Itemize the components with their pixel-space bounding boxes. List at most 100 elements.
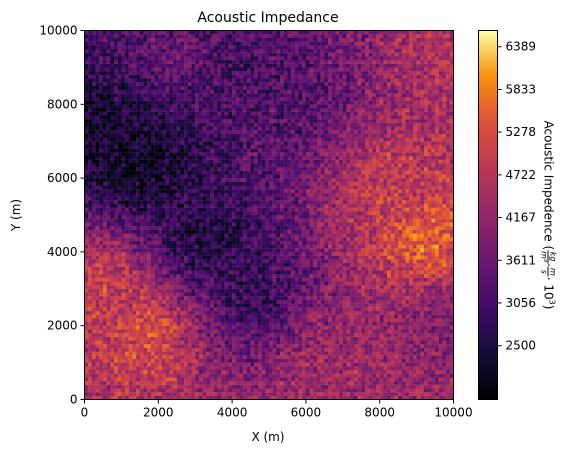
heatmap-cell [361,318,366,323]
heatmap-cell [147,344,152,348]
heatmap-cell [176,299,181,304]
heatmap-cell [161,347,166,352]
heatmap-cell [438,336,443,341]
heatmap-cell [353,262,358,267]
heatmap-cell [176,262,181,267]
heatmap-cell [313,237,318,241]
heatmap-cell [184,381,188,385]
heatmap-cell [412,251,417,256]
heatmap-cell [357,266,362,271]
heatmap-cell [442,233,447,238]
heatmap-cell [125,262,129,267]
heatmap-cell [265,358,270,363]
heatmap-cell [150,333,155,337]
heatmap-cell [99,377,104,382]
heatmap-cell [176,251,181,256]
heatmap-cell [446,259,450,264]
heatmap-cell [239,262,244,267]
heatmap-cell [379,233,384,238]
heatmap-cell [416,237,421,241]
heatmap-cell [420,314,425,319]
heatmap-cell [353,292,358,297]
heatmap-cell [176,281,181,286]
heatmap-cell [379,274,384,278]
heatmap-cell [320,392,325,396]
heatmap-cell [243,218,248,223]
heatmap-cell [291,351,295,356]
heatmap-cell [143,355,148,360]
heatmap-cell [272,381,277,385]
heatmap-cell [143,233,148,238]
heatmap-cell [235,270,240,275]
heatmap-cell [405,373,410,378]
heatmap-cell [309,292,314,297]
heatmap-cell [257,307,262,312]
heatmap-cell [246,388,251,393]
heatmap-cell [324,355,329,360]
heatmap-cell [298,229,303,234]
heatmap-cell [95,270,100,275]
heatmap-cell [361,277,366,282]
heatmap-cell [320,381,325,385]
heatmap-cell [435,285,439,289]
heatmap-cell [165,259,170,264]
heatmap-cell [442,299,447,304]
heatmap-cell [328,388,332,393]
heatmap-cell [143,373,148,378]
heatmap-cell [401,285,406,289]
heatmap-cell [143,251,148,256]
heatmap-cell [243,255,248,260]
heatmap-cell [427,369,432,374]
heatmap-cell [246,325,251,330]
heatmap-cell [261,381,266,385]
heatmap-cell [195,347,200,352]
heatmap-cell [287,262,292,267]
heatmap-cell [213,329,218,334]
heatmap-cell [191,388,196,393]
heatmap-cell [217,222,222,227]
heatmap-cell [416,226,421,230]
heatmap-cell [364,388,369,393]
heatmap-cell [257,381,262,385]
heatmap-cell [84,218,89,223]
heatmap-cell [335,226,340,230]
heatmap-cell [136,285,140,289]
heatmap-cell [339,384,343,389]
heatmap-cell [165,274,170,278]
heatmap-cell [390,255,395,260]
heatmap-cell [265,307,270,312]
heatmap-cell [350,310,355,315]
heatmap-cell [346,362,351,367]
heatmap-cell [173,292,177,297]
heatmap-cell [390,336,395,341]
heatmap-cell [169,240,174,245]
heatmap-cell [280,215,284,219]
heatmap-cell [150,226,155,230]
heatmap-cell [283,358,288,363]
heatmap-cell [128,329,133,334]
heatmap-cell [269,215,273,219]
heatmap-cell [387,395,391,400]
heatmap-cell [420,325,425,330]
heatmap-cell [235,285,240,289]
heatmap-cell [102,274,107,278]
heatmap-cell [401,395,406,400]
heatmap-cell [423,215,428,219]
heatmap-cell [320,251,325,256]
heatmap-cell [235,251,240,256]
heatmap-cell [294,299,299,304]
heatmap-cell [427,215,432,219]
heatmap-cell [409,226,414,230]
heatmap-cell [324,318,329,323]
heatmap-cell [298,355,303,360]
heatmap-cell [435,292,439,297]
heatmap-cell [99,322,104,326]
heatmap-cell [361,314,366,319]
heatmap-cell [128,262,133,267]
heatmap-cell [427,255,432,260]
heatmap-cell [449,274,454,278]
heatmap-cell [280,303,284,308]
heatmap-cell [423,237,428,241]
heatmap-cell [383,384,388,389]
heatmap-cell [173,229,177,234]
